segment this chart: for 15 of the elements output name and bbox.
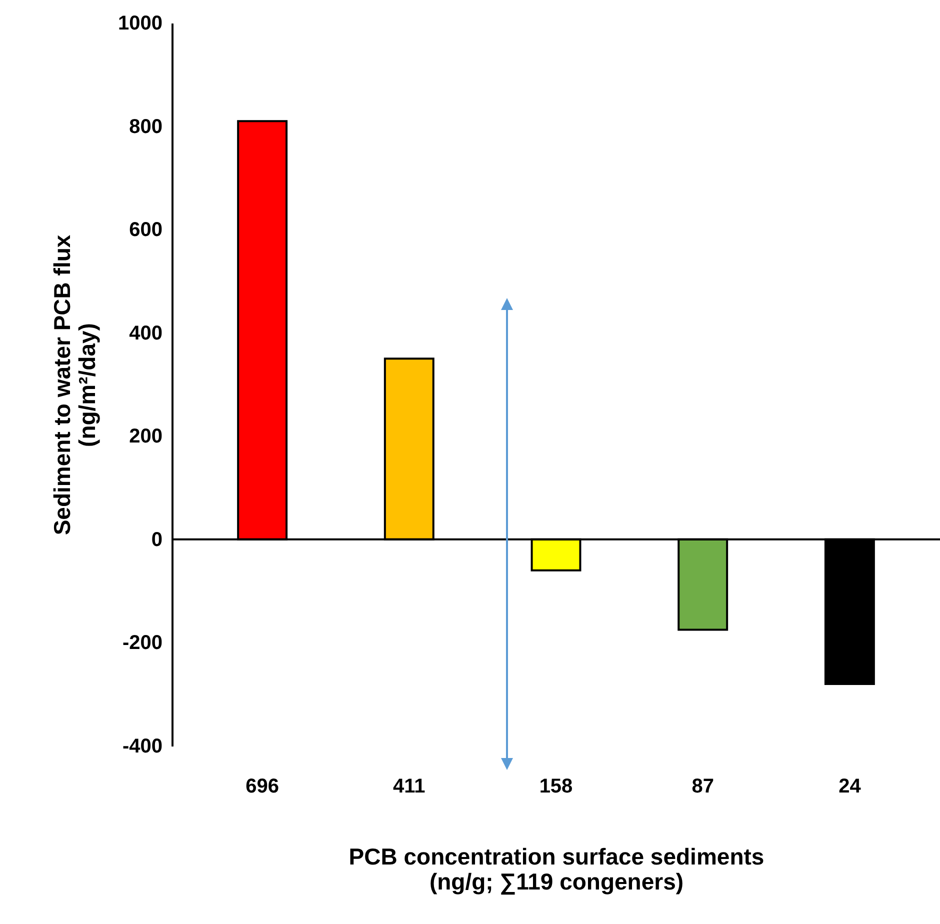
x-axis-title: PCB concentration surface sediments (ng/g; ∑119 congeners): [348, 844, 764, 896]
y-tick-label: -200: [122, 632, 162, 654]
y-tick-label: 1000: [118, 12, 162, 34]
y-tick-label: 0: [151, 528, 162, 551]
y-tick-label: 800: [129, 116, 162, 138]
x-tick-label: 87: [692, 776, 714, 798]
y-axis-title: Sediment to water PCB flux (ng/m²/day): [49, 234, 100, 536]
y-tick-label: 600: [129, 219, 162, 242]
x-tick-label: 696: [246, 776, 279, 798]
y-tick-label: 200: [129, 426, 162, 448]
x-tick-label: 158: [539, 776, 573, 798]
x-tick-label: 411: [393, 776, 426, 798]
y-tick-label: -400: [122, 736, 162, 758]
x-tick-label: 24: [838, 776, 862, 798]
y-tick-label: 400: [129, 322, 162, 344]
